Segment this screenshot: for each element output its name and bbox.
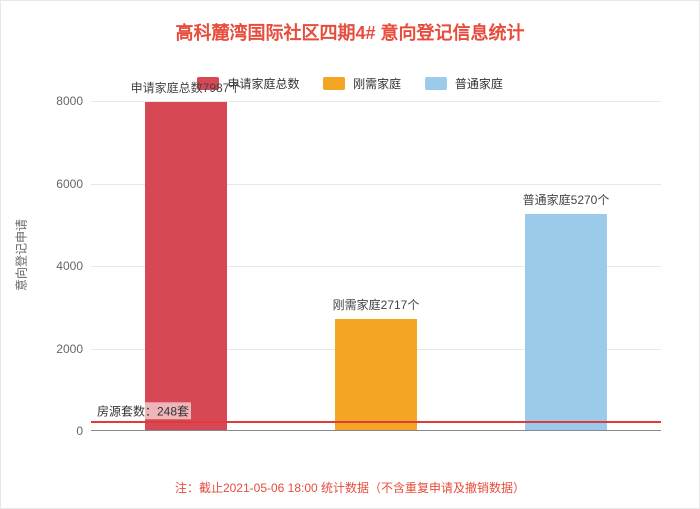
legend-item: 刚需家庭 (323, 75, 401, 92)
legend-item: 普通家庭 (425, 75, 503, 92)
reference-line (91, 421, 661, 423)
x-axis-line (91, 430, 661, 431)
y-tick-label: 0 (33, 424, 83, 438)
reference-line-label: 房源套数：248套 (95, 402, 191, 419)
bar (525, 214, 607, 431)
bar-value-label: 普通家庭5270个 (466, 191, 666, 208)
bar (335, 319, 417, 431)
bar-value-label: 刚需家庭2717个 (276, 296, 476, 313)
chart-title: 高科麓湾国际社区四期4# 意向登记信息统计 (1, 1, 699, 45)
y-tick-label: 2000 (33, 342, 83, 356)
plot-area: 02000400060008000申请家庭总数7987个刚需家庭2717个普通家… (91, 101, 661, 431)
legend-swatch (323, 77, 345, 90)
y-tick-label: 8000 (33, 94, 83, 108)
y-tick-label: 6000 (33, 177, 83, 191)
legend-label: 刚需家庭 (353, 77, 401, 91)
bar (145, 102, 227, 431)
chart-container: 高科麓湾国际社区四期4# 意向登记信息统计 申请家庭总数 刚需家庭 普通家庭 意… (0, 0, 700, 509)
legend-swatch (425, 77, 447, 90)
legend-label: 普通家庭 (455, 77, 503, 91)
bar-value-label: 申请家庭总数7987个 (86, 79, 286, 96)
y-axis-label: 意向登记申请 (13, 218, 30, 290)
footer-note: 注：截止2021-05-06 18:00 统计数据（不含重复申请及撤销数据） (1, 479, 699, 496)
y-tick-label: 4000 (33, 259, 83, 273)
